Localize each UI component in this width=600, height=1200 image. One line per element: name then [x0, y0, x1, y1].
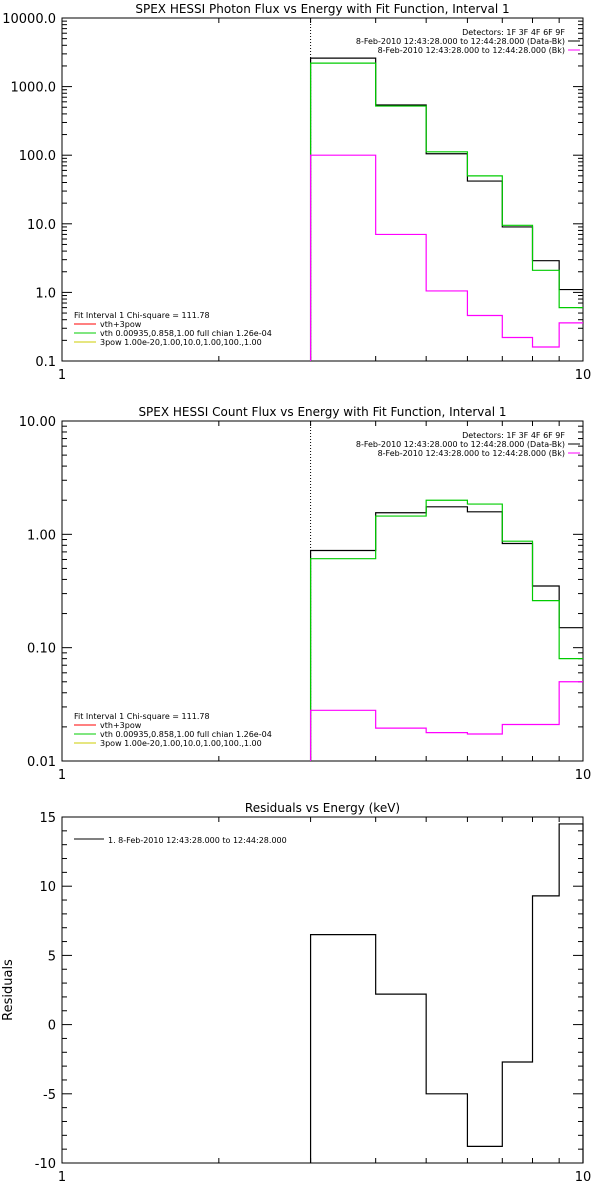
chart-panel-3: Residuals vs Energy (keV) 1 10 -10 -5 0 5 10 15 R…: [1, 801, 591, 1185]
series-line-1: [309, 506, 583, 761]
fit-legend-entry: vth+3pow: [100, 320, 142, 329]
y-tick-label: -10: [35, 1157, 56, 1172]
x-tick-label: 1: [58, 1170, 66, 1185]
series-line-3: [309, 681, 583, 761]
plot-frame: [61, 17, 584, 362]
fit-legend-entry: vth 0.00935,0.858,1.00 full chian 1.26e-…: [100, 329, 272, 338]
y-tick-label: 1000.0: [11, 81, 57, 96]
x-tick-label: 10: [575, 368, 592, 383]
fit-legend-entry: 3pow 1.00e-20,1.00,10.0,1.00,100.,1.00: [100, 739, 262, 748]
y-tick-label: 1.0: [35, 286, 56, 301]
chart-panel-1: SPEX HESSI Photon Flux vs Energy with Fi…: [2, 2, 591, 383]
legend-entry: 8-Feb-2010 12:43:28.000 to 12:44:28.000 …: [356, 37, 565, 46]
legend-entry: 8-Feb-2010 12:43:28.000 to 12:44:28.000 …: [356, 440, 565, 449]
chart-title: Residuals vs Energy (keV): [245, 801, 400, 815]
fit-summary: Fit Interval 1 Chi-square = 111.78: [74, 311, 210, 320]
y-tick-label: 5: [48, 949, 56, 964]
y-tick-label: 10000.0: [2, 12, 56, 27]
y-axis-label: Residuals: [1, 959, 16, 1021]
y-tick-label: -5: [43, 1088, 56, 1103]
x-tick-label: 1: [58, 368, 66, 383]
y-tick-label: 10.0: [27, 218, 56, 233]
detectors-label: Detectors: 1F 3F 4F 6F 9F: [462, 431, 565, 440]
series-line-2: [309, 499, 583, 761]
y-tick-label: 0.01: [27, 755, 56, 770]
series-line-1: [309, 57, 583, 361]
fit-legend-entry: 3pow 1.00e-20,1.00,10.0,1.00,100.,1.00: [100, 338, 262, 347]
y-tick-label: 100.0: [19, 149, 56, 164]
x-tick-label: 10: [575, 768, 592, 783]
plot-frame: [61, 420, 584, 762]
y-tick-label: 10.00: [19, 415, 56, 430]
series-line-2: [309, 62, 583, 361]
x-tick-label: 10: [575, 1170, 592, 1185]
y-tick-label: 15: [39, 811, 56, 826]
legend-entry: 1. 8-Feb-2010 12:43:28.000 to 12:44:28.0…: [108, 836, 287, 845]
fit-summary: Fit Interval 1 Chi-square = 111.78: [74, 712, 210, 721]
chart-panel-2: SPEX HESSI Count Flux vs Energy with Fit…: [19, 405, 591, 783]
legend-entry: 8-Feb-2010 12:43:28.000 to 12:44:28.000 …: [378, 46, 565, 55]
series-line-1: [309, 823, 584, 1163]
x-tick-label: 1: [58, 768, 66, 783]
y-tick-label: 0: [48, 1019, 56, 1034]
fit-legend-entry: vth 0.00935,0.858,1.00 full chian 1.26e-…: [100, 730, 272, 739]
chart-title: SPEX HESSI Count Flux vs Energy with Fit…: [138, 405, 506, 419]
plot-frame: [61, 816, 584, 1164]
y-tick-label: 0.1: [35, 355, 56, 370]
legend-entry: 8-Feb-2010 12:43:28.000 to 12:44:28.000 …: [378, 449, 565, 458]
series-line-3: [309, 154, 583, 361]
chart-title: SPEX HESSI Photon Flux vs Energy with Fi…: [135, 2, 509, 16]
fit-legend-entry: vth+3pow: [100, 721, 142, 730]
y-tick-label: 0.10: [27, 642, 56, 657]
y-tick-label: 1.00: [27, 528, 56, 543]
detectors-label: Detectors: 1F 3F 4F 6F 9F: [462, 28, 565, 37]
y-tick-label: 10: [39, 880, 56, 895]
